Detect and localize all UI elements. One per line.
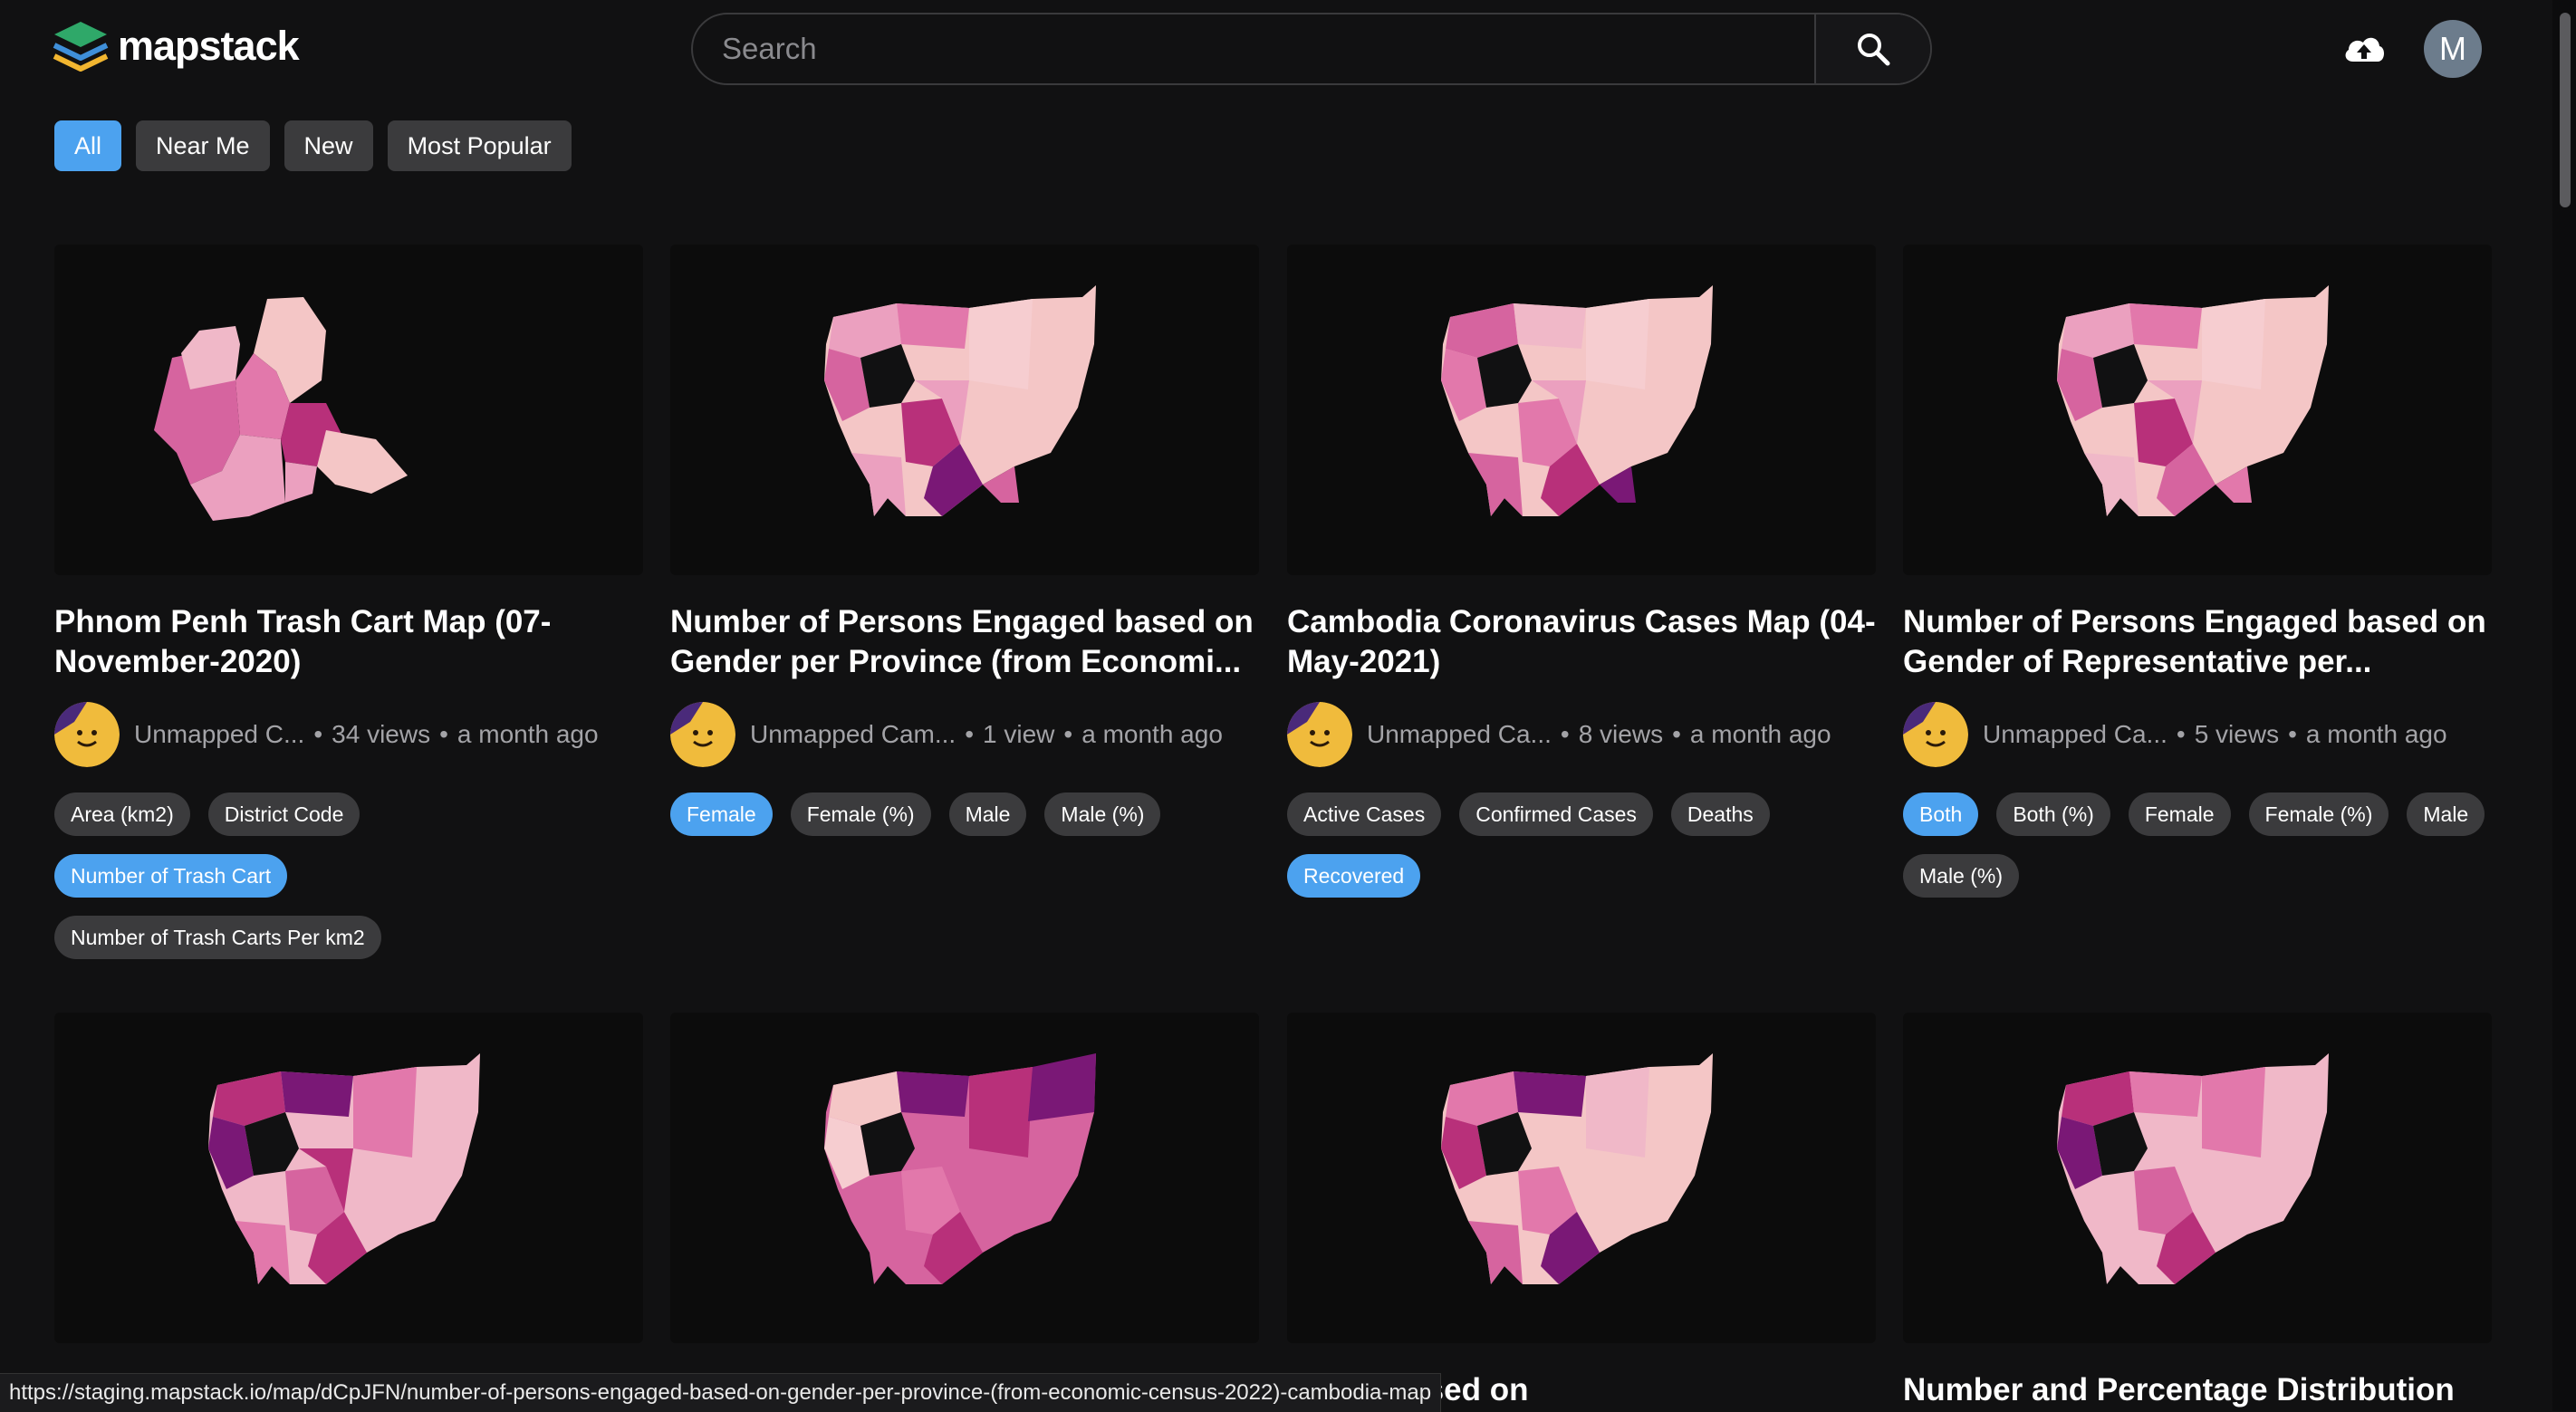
layer-tag[interactable]: Male [2407,792,2485,836]
user-avatar[interactable]: M [2424,20,2482,78]
owner-name[interactable]: Unmapped C... [134,720,305,748]
layer-tag[interactable]: Male (%) [1044,792,1161,836]
map-card-meta: Unmapped C... • 34 views • a month ago [54,702,643,767]
map-card-title[interactable]: Number of Persons Engaged based on Gende… [670,604,1254,679]
search-button[interactable] [1814,14,1930,83]
map-thumbnail[interactable] [54,1013,643,1343]
map-thumbnail[interactable] [54,245,643,575]
map-card[interactable]: Number of Persons Engaged based on Gende… [670,245,1259,836]
layer-tag[interactable]: Female (%) [790,792,931,836]
brand-name: mapstack [118,23,300,69]
timestamp: a month ago [457,720,599,748]
filter-all[interactable]: All [54,120,122,171]
filter-bar: All Near Me New Most Popular [54,120,572,171]
layer-tag[interactable]: Recovered [1287,854,1421,898]
stack-logo-icon [53,22,109,72]
owner-name[interactable]: Unmapped Cam... [750,720,956,748]
map-card[interactable]: ments based on [1287,1013,1876,1410]
cambodia-map-image [2057,285,2329,516]
view-count: 8 views [1578,720,1664,748]
layer-tag[interactable]: Male [948,792,1027,836]
scrollbar-thumb[interactable] [2560,13,2571,207]
scrollbar[interactable] [2552,0,2576,1411]
map-card-title[interactable]: Number and Percentage Distribution [1903,1372,2455,1407]
owner-avatar-icon[interactable] [670,702,735,767]
layer-tags: Active Cases Confirmed Cases Deaths Reco… [1287,792,1876,898]
layer-tag[interactable]: Active Cases [1287,792,1442,836]
timestamp: a month ago [1081,720,1223,748]
layer-tag[interactable]: District Code [207,792,360,836]
layer-tag[interactable]: Both [1903,792,1979,836]
meta-separator: • [1560,720,1570,748]
status-bar-url: https://staging.mapstack.io/map/dCpJFN/n… [0,1373,1442,1412]
map-card-meta: Unmapped Cam... • 1 view • a month ago [670,702,1259,767]
map-card-title[interactable]: Number of Persons Engaged based on Gende… [1903,604,2486,679]
map-thumbnail[interactable] [1903,1013,2492,1343]
upload-button[interactable] [2341,25,2388,77]
map-card[interactable] [670,1013,1259,1343]
meta-separator: • [1672,720,1681,748]
cambodia-map-image [1441,285,1713,516]
meta-separator: • [439,720,448,748]
map-card[interactable]: Number of Persons Engaged based on Gende… [1903,245,2492,898]
view-count: 5 views [2194,720,2280,748]
cambodia-map-image [1441,1053,1713,1284]
view-count: 34 views [332,720,431,748]
cambodia-map-image [824,1053,1096,1284]
meta-separator: • [2176,720,2186,748]
meta-separator: • [2288,720,2297,748]
layer-tag[interactable]: Female [2128,792,2231,836]
layer-tags: Both Both (%) Female Female (%) Male Mal… [1903,792,2492,898]
search-input[interactable] [693,14,1814,83]
map-card-title[interactable]: Cambodia Coronavirus Cases Map (04-May-2… [1287,604,1876,679]
layer-tags: Female Female (%) Male Male (%) [670,792,1259,836]
filter-near-me[interactable]: Near Me [136,120,270,171]
meta-separator: • [313,720,323,748]
map-card[interactable]: Cambodia Coronavirus Cases Map (04-May-2… [1287,245,1876,898]
filter-most-popular[interactable]: Most Popular [387,120,572,171]
layer-tag[interactable]: Female [670,792,773,836]
search-icon [1858,34,1890,66]
view-count: 1 view [983,720,1055,748]
map-thumbnail[interactable] [670,1013,1259,1343]
owner-avatar-icon[interactable] [1287,702,1352,767]
timestamp: a month ago [1689,720,1831,748]
cloud-upload-icon [2345,37,2385,62]
meta-separator: • [965,720,975,748]
cambodia-map-image [208,1053,480,1284]
map-thumbnail[interactable] [670,245,1259,575]
map-card-title[interactable]: Phnom Penh Trash Cart Map (07-November-2… [54,604,552,679]
map-thumbnail[interactable] [1287,1013,1876,1343]
layer-tag[interactable]: Deaths [1670,792,1770,836]
map-card[interactable] [54,1013,643,1343]
layer-tags: Area (km2) District Code Number of Trash… [54,792,444,959]
layer-tag[interactable]: Both (%) [1996,792,2110,836]
layer-tag[interactable]: Male (%) [1903,854,2020,898]
meta-separator: • [1063,720,1073,748]
map-thumbnail[interactable] [1287,245,1876,575]
map-card-meta: Unmapped Ca... • 5 views • a month ago [1903,702,2492,767]
cambodia-map-image [2057,1053,2329,1284]
search-bar [691,13,1932,85]
phnom-penh-map-image [154,297,408,521]
owner-avatar-icon[interactable] [1903,702,1968,767]
owner-name[interactable]: Unmapped Ca... [1367,720,1552,748]
timestamp: a month ago [2305,720,2447,748]
map-thumbnail[interactable] [1903,245,2492,575]
mapstack-logo[interactable]: mapstack [53,20,300,72]
map-card[interactable]: Number and Percentage Distribution [1903,1013,2492,1410]
cambodia-map-image [824,285,1096,516]
layer-tag[interactable]: Number of Trash Carts Per km2 [54,916,381,959]
map-card[interactable]: Phnom Penh Trash Cart Map (07-November-2… [54,245,643,959]
map-card-meta: Unmapped Ca... • 8 views • a month ago [1287,702,1876,767]
owner-avatar-icon[interactable] [54,702,120,767]
layer-tag[interactable]: Number of Trash Cart [54,854,288,898]
owner-name[interactable]: Unmapped Ca... [1983,720,2167,748]
layer-tag[interactable]: Confirmed Cases [1459,792,1653,836]
layer-tag[interactable]: Area (km2) [54,792,190,836]
filter-new[interactable]: New [284,120,373,171]
layer-tag[interactable]: Female (%) [2248,792,2389,836]
